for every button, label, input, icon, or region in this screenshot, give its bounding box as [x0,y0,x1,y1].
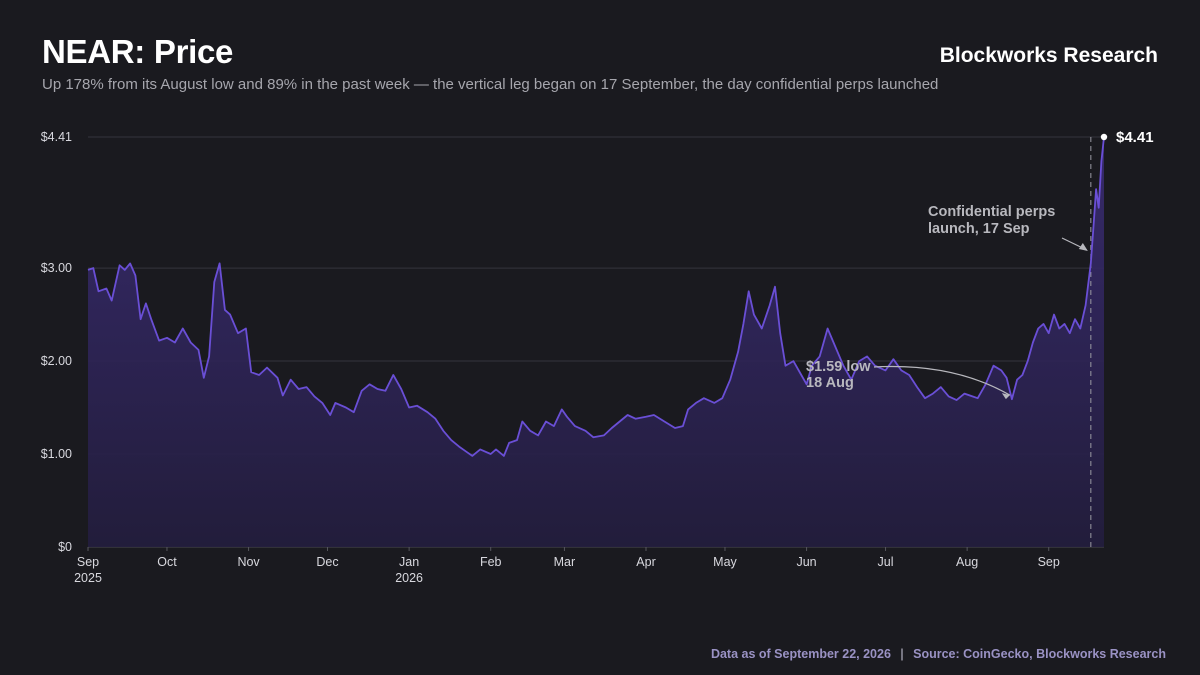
footer-source: Data as of September 22, 2026 | Source: … [711,647,1166,661]
x-tick-label: Jun [796,555,816,569]
x-tick-year-label: 2025 [74,571,102,585]
x-tick-label: May [713,555,737,569]
x-tick-label: Feb [480,555,502,569]
footer-as-of: Data as of September 22, 2026 [710,647,891,661]
x-tick-label: Apr [636,555,655,569]
x-tick-year-label: 2026 [395,571,423,585]
x-tick-label: Sep [77,555,99,569]
price-area [88,137,1104,547]
x-tick-label: Nov [237,555,260,569]
x-tick-label: Jul [878,555,894,569]
annotation-low-text: $1.59 low [806,359,871,375]
last-value-dot [1100,133,1108,141]
y-tick-label: $3.00 [41,261,72,275]
price-line [87,136,1105,457]
brand-logo-text: Blockworks Research [939,44,1158,67]
x-tick-label: Aug [956,555,978,569]
annotation-low-arrow [873,365,1011,396]
chart-title: NEAR: Price [42,33,234,70]
y-tick-label: $1.00 [41,447,72,461]
footer-separator: | [900,647,904,661]
annotation-launch-arrowhead [1078,243,1088,251]
annotation-low-arrowhead [1001,393,1010,400]
x-tick-label: Sep [1038,555,1060,569]
annotation-low-text: 18 Aug [806,375,854,391]
y-tick-label: $4.41 [41,130,72,144]
x-tick-label: Mar [554,555,576,569]
x-tick-label: Oct [157,555,177,569]
x-axis: Sep 2025 Oct Nov Dec Jan 2026 Feb Mar Apr May Jun Ju… [74,547,1060,585]
x-tick-label: Jan [399,555,419,569]
chart-subtitle: Up 178% from its August low and 89% in t… [42,76,939,93]
y-tick-label: $0 [58,540,72,554]
annotation-launch-text: launch, 17 Sep [928,221,1030,237]
annotation-launch-text: Confidential perps [928,204,1055,220]
footer-source-text: Source: CoinGecko, Blockworks Research [913,647,1166,661]
y-axis: $0 $1.00 $2.00 $3.00 $4.41 [41,130,72,554]
last-value-marker: $4.41 [1100,129,1154,146]
y-tick-label: $2.00 [41,354,72,368]
last-value-label: $4.41 [1116,129,1154,146]
x-tick-label: Dec [316,555,338,569]
